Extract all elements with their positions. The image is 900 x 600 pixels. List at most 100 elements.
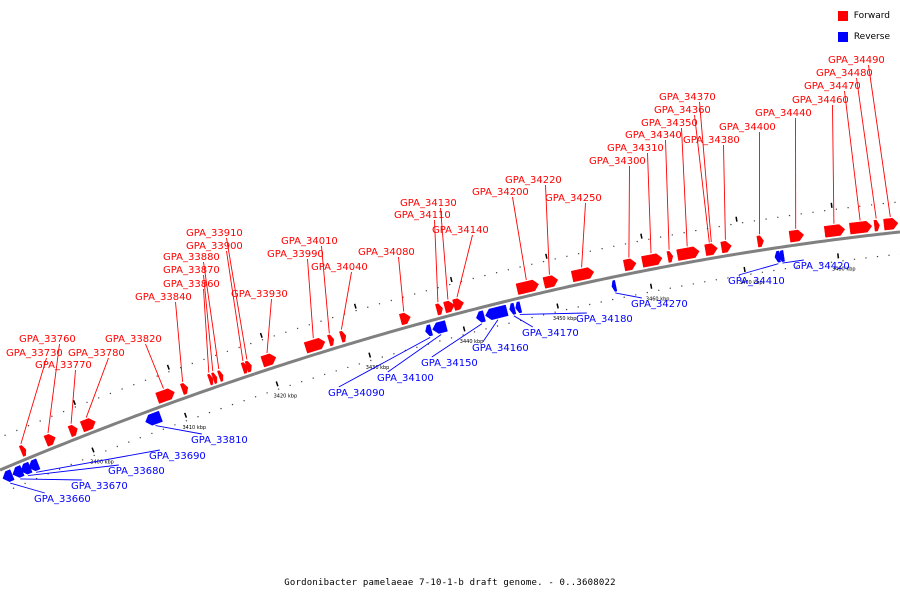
gene-label[interactable]: GPA_33810 [191,435,248,446]
gene-label[interactable]: GPA_34100 [377,373,434,384]
gene-feature-gpa_33670[interactable] [12,465,25,478]
gene-feature-gpa_33760[interactable] [43,434,56,447]
gene-label[interactable]: GPA_34080 [358,247,415,258]
gene-feature-gpa_34110[interactable] [435,303,443,316]
gene-feature-gpa_33930[interactable] [260,353,277,368]
gene-feature-gpa_34400[interactable] [756,235,764,248]
gene-feature-gpa_34370[interactable] [706,243,718,256]
gene-feature-gpa_33860[interactable] [207,373,214,386]
gene-feature-gpa_34350[interactable] [676,246,700,261]
gene-label[interactable]: GPA_34300 [589,156,646,167]
gene-feature-gpa_34310[interactable] [641,253,663,268]
gene-label[interactable]: GPA_34110 [394,210,451,221]
gene-feature-gpa_34170[interactable] [509,302,517,315]
gene-feature-gpa_34490[interactable] [883,217,899,231]
gene-feature-gpa_33870[interactable] [211,372,218,385]
gene-label[interactable]: GPA_34310 [607,143,664,154]
gene-feature-gpa_34440[interactable] [788,229,805,243]
gene-label[interactable]: GPA_34360 [654,105,711,116]
gene-label[interactable]: GPA_34480 [816,68,873,79]
gene-label[interactable]: GPA_34130 [400,198,457,209]
gene-feature-gpa_33730[interactable] [18,445,27,457]
gene-feature-gpa_34270[interactable] [611,280,618,292]
gene-feature-gpa_34140[interactable] [452,298,464,311]
gene-feature-gpa_34100[interactable] [432,320,448,334]
gene-feature-gpa_34410[interactable] [774,250,781,263]
gene-label[interactable]: GPA_33900 [186,241,243,252]
gene-label[interactable]: GPA_33680 [108,466,165,477]
gene-label[interactable]: GPA_34400 [719,122,776,133]
gene-feature-gpa_34420[interactable] [778,250,785,262]
gene-label[interactable]: GPA_33660 [34,494,91,505]
gene-label[interactable]: GPA_33990 [267,249,324,260]
gene-feature-gpa_34080[interactable] [398,312,411,326]
gene-feature-gpa_34040[interactable] [339,330,347,343]
gene-label[interactable]: GPA_34490 [828,55,885,66]
gene-feature-gpa_34150[interactable] [475,310,486,323]
gene-label[interactable]: GPA_34200 [472,187,529,198]
gene-feature-gpa_33810[interactable] [145,410,163,426]
gene-label[interactable]: GPA_34010 [281,236,338,247]
gene-label[interactable]: GPA_34170 [522,328,579,339]
gene-feature-gpa_34130[interactable] [443,300,455,314]
gene-label[interactable]: GPA_34090 [328,388,385,399]
gene-feature-gpa_33690[interactable] [28,458,41,472]
major-tick-outer [259,332,263,338]
gene-feature-gpa_34480[interactable] [873,219,880,232]
gene-feature-gpa_34250[interactable] [570,267,595,283]
gene-label[interactable]: GPA_34180 [576,314,633,325]
gene-label[interactable]: GPA_34370 [659,92,716,103]
gene-feature-gpa_34010[interactable] [327,334,335,347]
gene-label[interactable]: GPA_33820 [105,334,162,345]
gene-label[interactable]: GPA_34420 [793,261,850,272]
gene-label[interactable]: GPA_33880 [163,252,220,263]
gene-label[interactable]: GPA_34250 [545,193,602,204]
gene-label[interactable]: GPA_34340 [625,130,682,141]
gene-feature-gpa_34180[interactable] [515,301,523,314]
gene-feature-gpa_33660[interactable] [2,469,15,482]
gene-label[interactable]: GPA_33770 [35,360,92,371]
gene-label[interactable]: GPA_34440 [755,108,812,119]
gene-feature-gpa_33780[interactable] [79,418,96,433]
gene-label[interactable]: GPA_34460 [792,95,849,106]
gene-feature-gpa_33900[interactable] [240,362,248,374]
gene-feature-gpa_34340[interactable] [666,250,674,263]
gene-label[interactable]: GPA_34140 [432,225,489,236]
major-tick [837,253,840,259]
gene-label[interactable]: GPA_33870 [163,265,220,276]
gene-label[interactable]: GPA_34220 [505,175,562,186]
gene-label[interactable]: GPA_34040 [311,262,368,273]
gene-feature-gpa_34200[interactable] [515,279,539,295]
gene-label[interactable]: GPA_34350 [641,118,698,129]
gene-feature-gpa_33910[interactable] [244,360,252,373]
gene-label[interactable]: GPA_33780 [68,348,125,359]
minor-tick-inner [347,366,349,369]
gene-label[interactable]: GPA_33910 [186,228,243,239]
gene-label[interactable]: GPA_34380 [683,135,740,146]
gene-feature-gpa_34460[interactable] [823,224,846,238]
gene-feature-gpa_33840[interactable] [179,382,189,395]
gene-label[interactable]: GPA_33670 [71,481,128,492]
gene-feature-gpa_33680[interactable] [20,461,33,475]
gene-label[interactable]: GPA_33840 [135,292,192,303]
gene-label[interactable]: GPA_34270 [631,299,688,310]
gene-label[interactable]: GPA_34410 [728,276,785,287]
gene-label[interactable]: GPA_34470 [804,81,861,92]
gene-feature-gpa_34220[interactable] [542,275,559,289]
gene-feature-gpa_34380[interactable] [720,240,732,254]
gene-feature-gpa_33770[interactable] [67,424,78,438]
gene-label[interactable]: GPA_33930 [231,289,288,300]
gene-label[interactable]: GPA_34150 [421,358,478,369]
gene-label[interactable]: GPA_33730 [6,348,63,359]
gene-feature-gpa_33990[interactable] [303,337,326,354]
gene-label[interactable]: GPA_33690 [149,451,206,462]
gene-label[interactable]: GPA_33860 [163,279,220,290]
gene-feature-gpa_34090[interactable] [425,324,434,337]
gene-feature-gpa_34470[interactable] [849,220,873,235]
gene-feature-gpa_33820[interactable] [155,388,175,404]
gene-feature-gpa_34160[interactable] [485,304,509,321]
gene-label[interactable]: GPA_34160 [472,343,529,354]
gene-label[interactable]: GPA_33760 [19,334,76,345]
gene-feature-gpa_33880[interactable] [217,370,224,382]
gene-feature-gpa_34300[interactable] [623,258,637,272]
